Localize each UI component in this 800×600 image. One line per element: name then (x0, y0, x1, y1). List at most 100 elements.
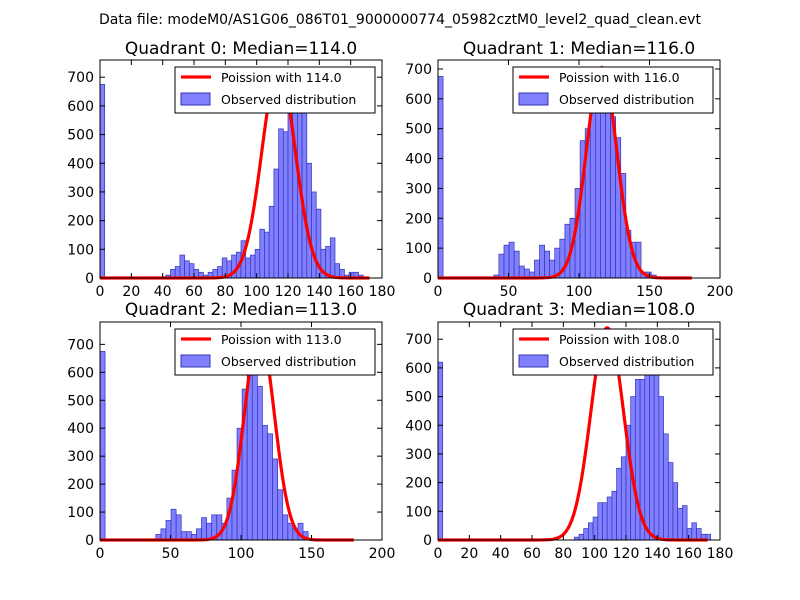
x-tick-label: 120 (275, 284, 302, 300)
x-tick-label: 140 (306, 284, 333, 300)
histogram-bar (686, 528, 693, 541)
histogram-bar (251, 357, 258, 541)
quadrant-1-title: Quadrant 1: Median=116.0 (463, 39, 695, 59)
quadrant-2-panel: Quadrant 2: Median=113.0 0 50 100 150 200 0 10… (67, 300, 395, 562)
histogram-bar (259, 228, 265, 279)
y-tick-label: 400 (405, 418, 432, 434)
histogram-bar (696, 528, 702, 541)
histogram-bar (179, 254, 185, 279)
y-tick-label: 0 (85, 271, 94, 287)
x-tick-label: 0 (434, 284, 443, 300)
quadrant-0-panel: Quadrant 0: Median=114.0 0 20 40 60 80 100 120… (67, 39, 395, 300)
x-tick-label: 100 (228, 546, 255, 562)
y-tick-label: 500 (405, 122, 432, 138)
y-tick-label: 700 (405, 332, 432, 348)
quadrant-0-title: Quadrant 0: Median=114.0 (125, 39, 357, 59)
x-tick-label: 0 (96, 284, 105, 300)
histogram-bar (658, 396, 664, 541)
histogram-bar (278, 128, 284, 279)
x-tick-label: 60 (185, 284, 203, 300)
histogram-bar (588, 522, 594, 541)
quadrant-2-legend-line-label: Poission with 113.0 (221, 332, 342, 347)
histogram-bar (616, 467, 622, 541)
y-tick-label: 100 (405, 504, 432, 520)
histogram-bar (306, 162, 312, 279)
y-tick-label: 700 (67, 337, 94, 353)
histogram-bar (175, 514, 182, 541)
histogram-bar (602, 502, 608, 541)
x-tick-label: 100 (581, 546, 608, 562)
x-tick-label: 40 (154, 284, 172, 300)
histogram-bar (600, 110, 606, 279)
y-tick-label: 200 (405, 476, 432, 492)
quadrant-0-legend-hist-swatch (180, 92, 211, 106)
x-tick-label: 100 (243, 284, 270, 300)
histogram-bar (620, 456, 627, 541)
histogram-bar (188, 263, 195, 279)
y-tick-label: 600 (405, 92, 432, 108)
histogram-bar (635, 379, 641, 541)
histogram-bar (174, 266, 181, 279)
histogram-bar (663, 433, 669, 541)
y-tick-label: 600 (405, 361, 432, 377)
quadrant-2-legend: Poission with 113.0 Observed distributio… (174, 328, 376, 376)
histogram-bar (170, 508, 177, 541)
y-tick-label: 0 (423, 271, 432, 287)
histogram-bar (437, 361, 444, 541)
y-tick-label: 0 (85, 533, 94, 549)
x-tick-label: 140 (644, 546, 671, 562)
quadrant-3-legend-hist-label: Observed distribution (559, 354, 694, 369)
y-tick-label: 400 (405, 152, 432, 168)
quadrant-1-panel: Quadrant 1: Median=116.0 0 50 100 150 200 0 10… (405, 39, 733, 300)
histogram-bar (508, 241, 515, 279)
x-tick-label: 20 (122, 284, 140, 300)
quadrant-1-legend-hist-label: Observed distribution (559, 92, 694, 107)
x-tick-label: 50 (162, 546, 180, 562)
y-tick-label: 600 (67, 99, 94, 115)
y-tick-label: 300 (67, 185, 94, 201)
y-tick-label: 400 (67, 156, 94, 172)
histogram-bar (649, 350, 655, 541)
x-tick-label: 100 (566, 284, 593, 300)
histogram-bar (287, 522, 294, 541)
histogram-bar (184, 260, 190, 279)
quadrant-3-legend-hist-swatch (518, 354, 549, 368)
quadrant-3-legend: Poission with 108.0 Observed distributio… (512, 328, 714, 376)
quadrant-1-legend-line-label: Poission with 116.0 (559, 70, 680, 85)
histogram-bar (257, 385, 263, 541)
y-tick-label: 600 (67, 365, 94, 381)
x-tick-label: 160 (675, 546, 702, 562)
histogram-bar (606, 496, 613, 541)
y-tick-label: 700 (67, 70, 94, 86)
histogram-bar (595, 107, 601, 279)
y-tick-label: 200 (67, 214, 94, 230)
histogram-bar (513, 250, 520, 279)
x-tick-label: 200 (707, 284, 734, 300)
histogram-bar (544, 250, 551, 279)
histogram-bar (583, 528, 589, 541)
histogram-bar (267, 433, 273, 541)
histogram-bar (245, 257, 251, 279)
quadrant-0-legend: Poission with 114.0 Observed distributio… (174, 66, 376, 114)
histogram-bar (201, 517, 207, 541)
histogram-bar (677, 508, 683, 541)
y-tick-label: 500 (405, 390, 432, 406)
quadrant-2-ticks: 0 50 100 150 200 0 100 200 300 400 500 600 700 (67, 322, 395, 562)
x-tick-label: 0 (434, 546, 443, 562)
histogram-bar (329, 237, 336, 279)
y-tick-label: 300 (67, 449, 94, 465)
quadrant-2-bars (99, 335, 309, 541)
quadrant-3-ticks: 0 20 40 60 80 100 120 140 160 180 0 100 200 300 400 500… (405, 322, 733, 562)
histogram-bar (518, 265, 525, 279)
quadrant-2-legend-hist-label: Observed distribution (221, 354, 356, 369)
histogram-bar (160, 528, 167, 541)
x-tick-label: 150 (636, 284, 663, 300)
x-tick-label: 20 (460, 546, 478, 562)
y-tick-label: 500 (67, 128, 94, 144)
histogram-bar (578, 533, 585, 541)
histogram-bar (282, 514, 289, 541)
histogram-bar (653, 370, 660, 541)
y-tick-label: 100 (67, 242, 94, 258)
quadrant-0-legend-line-label: Poission with 114.0 (221, 70, 342, 85)
